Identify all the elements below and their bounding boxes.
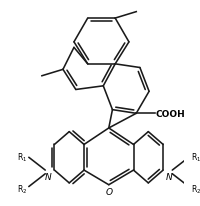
Text: R$_2$: R$_2$ <box>17 182 27 195</box>
Text: O: O <box>105 188 112 197</box>
Text: COOH: COOH <box>155 109 185 118</box>
Text: N: N <box>45 172 52 181</box>
Text: R$_2$: R$_2$ <box>191 182 200 195</box>
Text: R$_1$: R$_1$ <box>17 150 27 163</box>
Text: R$_1$: R$_1$ <box>191 150 200 163</box>
Text: N: N <box>166 172 173 181</box>
